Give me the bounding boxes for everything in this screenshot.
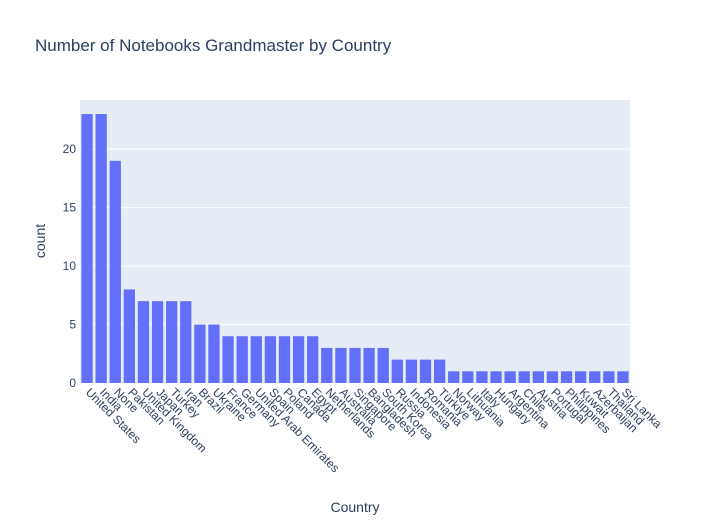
bar[interactable] <box>137 301 150 383</box>
bar[interactable] <box>490 371 502 383</box>
bar[interactable] <box>617 371 629 383</box>
bar[interactable] <box>532 371 544 383</box>
bar[interactable] <box>335 347 347 383</box>
bar[interactable] <box>448 371 460 383</box>
bar[interactable] <box>109 160 121 383</box>
bar[interactable] <box>292 336 305 383</box>
bar[interactable] <box>377 347 389 383</box>
bar[interactable] <box>250 336 262 383</box>
bar[interactable] <box>95 114 107 384</box>
y-tick-label: 0 <box>69 376 76 390</box>
bar[interactable] <box>321 347 333 383</box>
bar[interactable] <box>518 371 530 383</box>
bar[interactable] <box>307 336 319 383</box>
bar[interactable] <box>560 371 573 383</box>
bars <box>81 114 629 384</box>
bar[interactable] <box>589 371 601 383</box>
bar[interactable] <box>194 324 206 383</box>
y-axis-title: count <box>32 224 48 258</box>
y-tick-label: 10 <box>63 259 77 273</box>
y-tick-labels: 0 5 10 15 20 <box>63 142 77 390</box>
bar[interactable] <box>180 301 192 383</box>
bar[interactable] <box>123 289 135 383</box>
chart-title: Number of Notebooks Grandmaster by Count… <box>35 36 392 55</box>
bar[interactable] <box>603 371 615 383</box>
bar[interactable] <box>208 324 220 383</box>
bar[interactable] <box>504 371 516 383</box>
bar[interactable] <box>151 301 164 383</box>
y-tick-label: 20 <box>63 142 77 156</box>
bar[interactable] <box>278 336 291 383</box>
bar[interactable] <box>575 371 587 383</box>
bar[interactable] <box>236 336 248 383</box>
x-axis-title: Country <box>330 499 379 515</box>
bar[interactable] <box>419 359 432 383</box>
bar[interactable] <box>264 336 277 383</box>
y-tick-label: 15 <box>63 201 77 215</box>
bar[interactable] <box>476 371 488 383</box>
bar[interactable] <box>391 359 403 383</box>
bar[interactable] <box>462 371 474 383</box>
bar[interactable] <box>166 301 178 383</box>
bar[interactable] <box>405 359 418 383</box>
bar[interactable] <box>81 114 93 384</box>
bar[interactable] <box>546 371 559 383</box>
bar[interactable] <box>433 359 446 383</box>
bar[interactable] <box>363 347 375 383</box>
bar[interactable] <box>222 336 234 383</box>
bar[interactable] <box>349 347 361 383</box>
y-tick-label: 5 <box>69 318 76 332</box>
